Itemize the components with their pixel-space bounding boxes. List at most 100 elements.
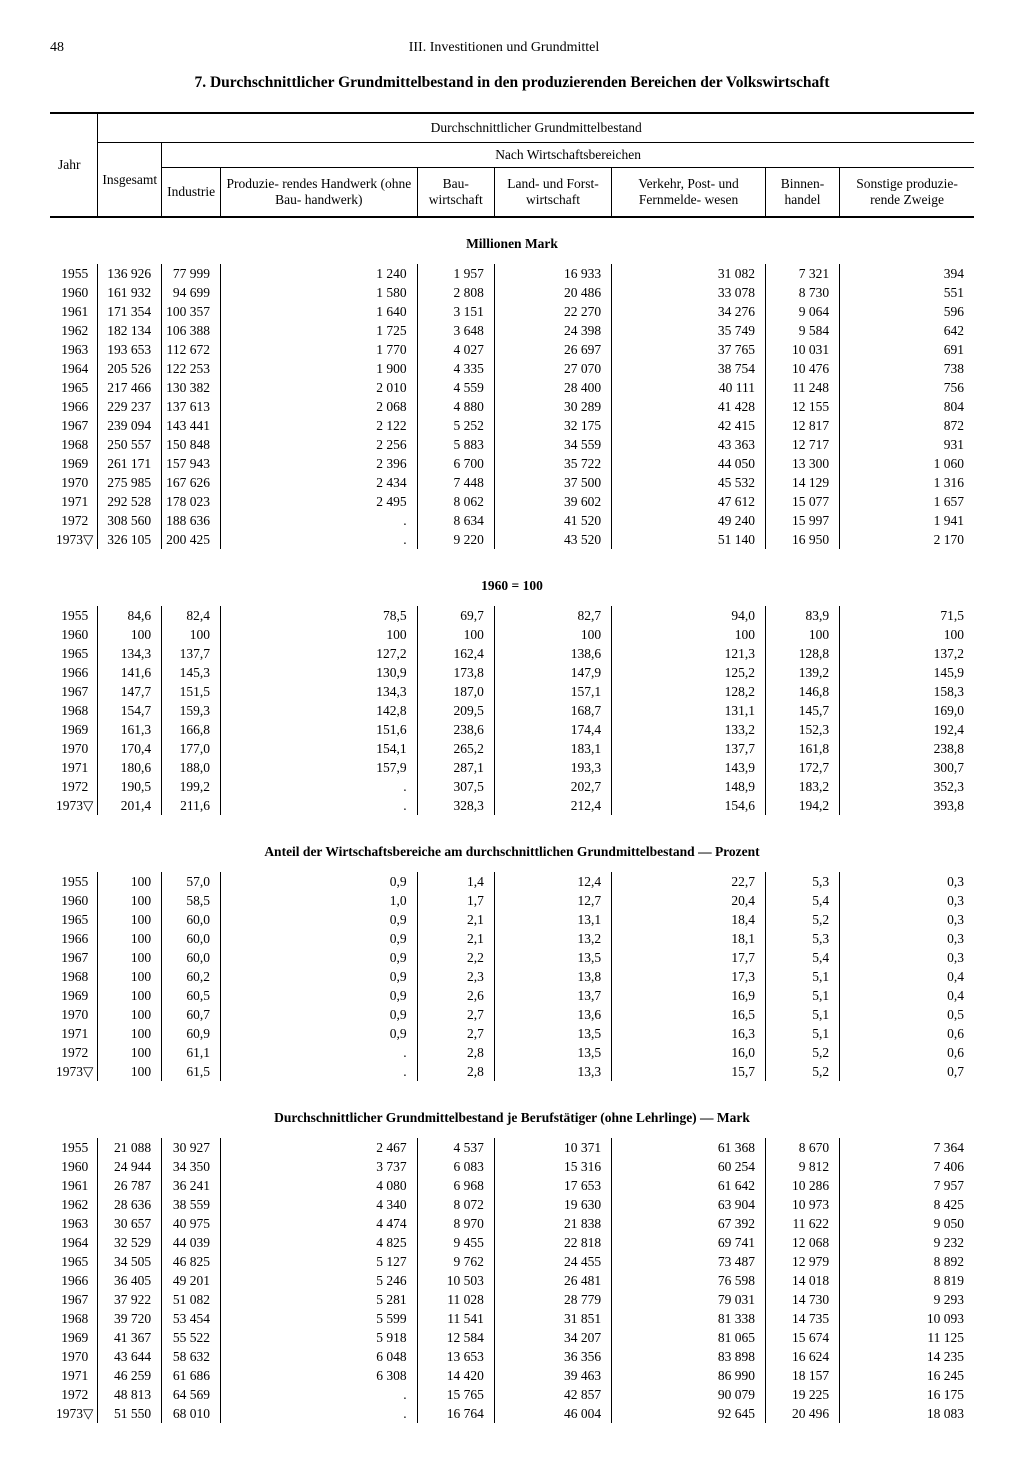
data-cell: 173,8 <box>417 663 494 682</box>
table-row: 1963193 653112 6721 7704 02726 69737 765… <box>50 340 974 359</box>
data-cell: 61,1 <box>162 1043 221 1062</box>
data-cell: 1 725 <box>221 321 418 340</box>
data-cell: 0,9 <box>221 967 418 986</box>
year-cell: 1969 <box>50 1328 98 1347</box>
data-cell: 4 537 <box>417 1138 494 1157</box>
table-row: 1973▽51 55068 010.16 76446 00492 64520 4… <box>50 1404 974 1423</box>
data-cell: 78,5 <box>221 606 418 625</box>
data-cell: 193 653 <box>98 340 162 359</box>
data-cell: 393,8 <box>840 796 974 815</box>
data-cell: 134,3 <box>98 644 162 663</box>
data-cell: 551 <box>840 283 974 302</box>
col-industrie: Industrie <box>162 168 221 218</box>
table-row: 1965134,3137,7127,2162,4138,6121,3128,81… <box>50 644 974 663</box>
col-handwerk: Produzie- rendes Handwerk (ohne Bau- han… <box>221 168 418 218</box>
data-cell: 77 999 <box>162 264 221 283</box>
data-cell: 0,9 <box>221 1024 418 1043</box>
year-cell: 1969 <box>50 986 98 1005</box>
year-cell: 1965 <box>50 1252 98 1271</box>
data-cell: 16,9 <box>612 986 766 1005</box>
data-cell: 61 368 <box>612 1138 766 1157</box>
data-cell: 150 848 <box>162 435 221 454</box>
data-cell: 106 388 <box>162 321 221 340</box>
data-cell: 3 737 <box>221 1157 418 1176</box>
data-cell: 16,5 <box>612 1005 766 1024</box>
table-row: 1961171 354100 3571 6403 15122 27034 276… <box>50 302 974 321</box>
data-cell: 100 <box>162 625 221 644</box>
data-cell: 82,7 <box>494 606 611 625</box>
data-cell: 4 027 <box>417 340 494 359</box>
data-cell: 26 787 <box>98 1176 162 1195</box>
table-row: 197146 25961 6866 30814 42039 46386 9901… <box>50 1366 974 1385</box>
data-cell: 0,3 <box>840 910 974 929</box>
data-cell: 188 636 <box>162 511 221 530</box>
data-cell: 5 127 <box>221 1252 418 1271</box>
year-cell: 1955 <box>50 1138 98 1157</box>
data-cell: 37 922 <box>98 1290 162 1309</box>
table-row: 1962182 134106 3881 7253 64824 39835 749… <box>50 321 974 340</box>
data-cell: 18,4 <box>612 910 766 929</box>
data-cell: 36 356 <box>494 1347 611 1366</box>
data-cell: 7 364 <box>840 1138 974 1157</box>
year-cell: 1972 <box>50 1043 98 1062</box>
data-cell: 39 463 <box>494 1366 611 1385</box>
data-cell: 36 241 <box>162 1176 221 1195</box>
data-cell: 141,6 <box>98 663 162 682</box>
data-cell: 1 060 <box>840 454 974 473</box>
data-cell: 38 559 <box>162 1195 221 1214</box>
data-cell: 37 765 <box>612 340 766 359</box>
data-cell: 147,7 <box>98 682 162 701</box>
col-year: Jahr <box>50 113 98 217</box>
data-cell: 8 634 <box>417 511 494 530</box>
data-cell: 145,7 <box>765 701 839 720</box>
data-cell: 5 252 <box>417 416 494 435</box>
col-bau: Bau- wirtschaft <box>417 168 494 218</box>
data-cell: 130 382 <box>162 378 221 397</box>
data-cell: 0,9 <box>221 1005 418 1024</box>
data-cell: 100 <box>98 1043 162 1062</box>
data-cell: 143,9 <box>612 758 766 777</box>
data-cell: 308 560 <box>98 511 162 530</box>
data-cell: 100 <box>98 872 162 891</box>
col-land: Land- und Forst- wirtschaft <box>494 168 611 218</box>
data-cell: 0,9 <box>221 948 418 967</box>
data-cell: 41 520 <box>494 511 611 530</box>
data-cell: 2 434 <box>221 473 418 492</box>
section-title: Anteil der Wirtschaftsbereiche am durchs… <box>50 826 974 872</box>
data-cell: 61,5 <box>162 1062 221 1081</box>
data-cell: 8 670 <box>765 1138 839 1157</box>
data-cell: 57,0 <box>162 872 221 891</box>
year-cell: 1973▽ <box>50 530 98 549</box>
data-cell: 0,3 <box>840 948 974 967</box>
section-title: Durchschnittlicher Grundmittelbestand je… <box>50 1092 974 1138</box>
data-cell: 5 918 <box>221 1328 418 1347</box>
data-cell: 26 481 <box>494 1271 611 1290</box>
data-cell: 22 270 <box>494 302 611 321</box>
data-cell: 2 256 <box>221 435 418 454</box>
data-cell: 1 941 <box>840 511 974 530</box>
data-cell: 1,4 <box>417 872 494 891</box>
year-cell: 1960 <box>50 283 98 302</box>
data-cell: 2 808 <box>417 283 494 302</box>
table-row: 196737 92251 0825 28111 02828 77979 0311… <box>50 1290 974 1309</box>
data-cell: 143 441 <box>162 416 221 435</box>
data-cell: 12,7 <box>494 891 611 910</box>
data-cell: 275 985 <box>98 473 162 492</box>
data-cell: 46 004 <box>494 1404 611 1423</box>
data-cell: 81 338 <box>612 1309 766 1328</box>
data-cell: 142,8 <box>221 701 418 720</box>
data-cell: 9 812 <box>765 1157 839 1176</box>
data-cell: 86 990 <box>612 1366 766 1385</box>
data-cell: 4 825 <box>221 1233 418 1252</box>
data-cell: 147,9 <box>494 663 611 682</box>
data-cell: 12 068 <box>765 1233 839 1252</box>
data-cell: 64 569 <box>162 1385 221 1404</box>
year-cell: 1960 <box>50 1157 98 1176</box>
data-cell: 2,6 <box>417 986 494 1005</box>
year-cell: 1965 <box>50 910 98 929</box>
data-cell: 5,3 <box>765 929 839 948</box>
data-cell: 12 979 <box>765 1252 839 1271</box>
data-cell: 2,7 <box>417 1024 494 1043</box>
data-cell: 30 657 <box>98 1214 162 1233</box>
data-cell: 9 762 <box>417 1252 494 1271</box>
